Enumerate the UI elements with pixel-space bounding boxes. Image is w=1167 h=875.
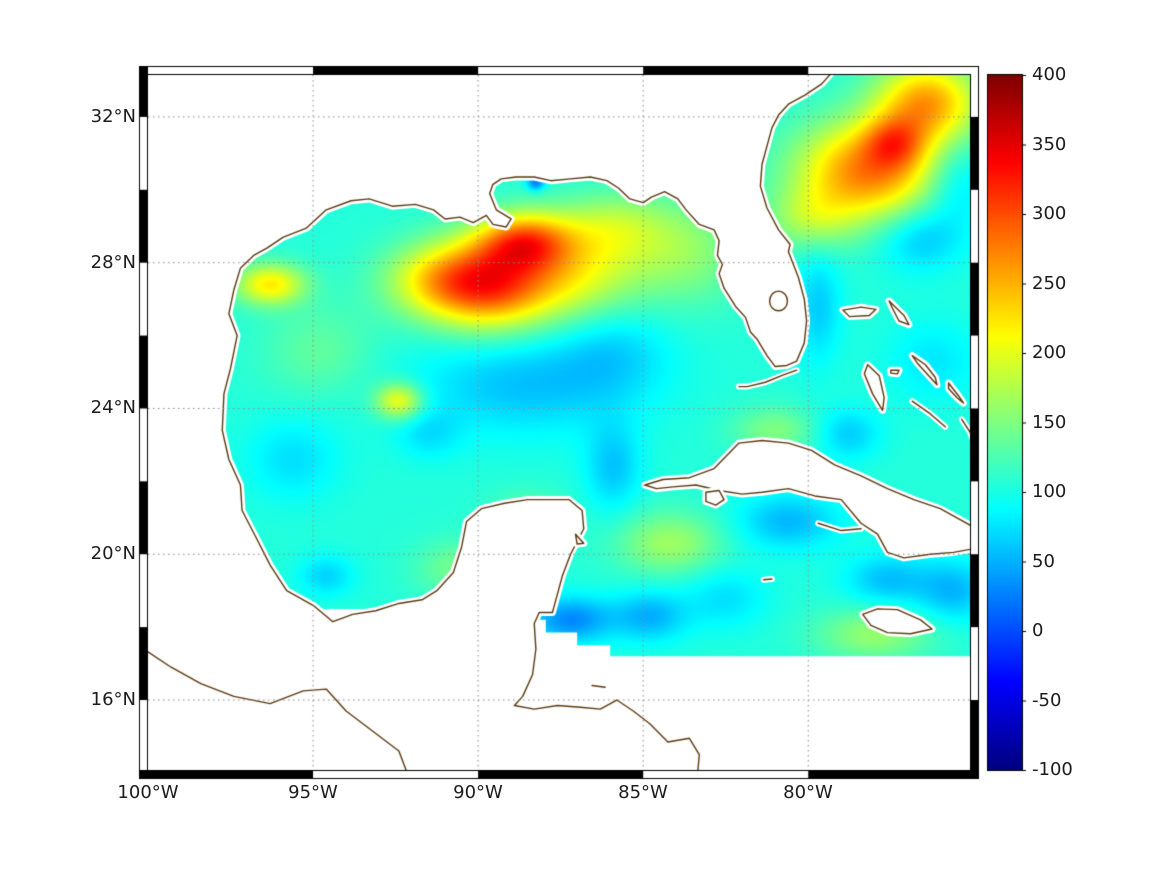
lon-tick-label-85w: 85°W <box>618 782 668 803</box>
lon-tick-label-90w: 90°W <box>453 782 503 803</box>
colorbar-tick-label-n50: -50 <box>1032 690 1062 711</box>
lat-tick-label-32n: 32°N <box>90 106 136 127</box>
lon-tick-label-95w: 95°W <box>288 782 338 803</box>
colorbar-tick-label-100: 100 <box>1032 481 1067 502</box>
lon-tick-label-80w: 80°W <box>783 782 833 803</box>
colorbar-tick-label-250: 250 <box>1032 273 1067 294</box>
lat-tick-label-16n: 16°N <box>90 689 136 710</box>
colorbar-tick-label-400: 400 <box>1032 64 1067 85</box>
colorbar-tick-label-200: 200 <box>1032 342 1067 363</box>
lat-tick-label-24n: 24°N <box>90 397 136 418</box>
colorbar-tick-label-0: 0 <box>1032 620 1044 641</box>
colorbar-tick-label-n100: -100 <box>1032 759 1073 780</box>
lat-tick-label-28n: 28°N <box>90 252 136 273</box>
lat-tick-label-20n: 20°N <box>90 543 136 564</box>
lon-tick-label-100w: 100°W <box>117 782 179 803</box>
colorbar-tick-label-150: 150 <box>1032 412 1067 433</box>
colorbar-tick-label-350: 350 <box>1032 134 1067 155</box>
colorbar-tick-label-300: 300 <box>1032 203 1067 224</box>
colorbar-tick-label-50: 50 <box>1032 551 1055 572</box>
